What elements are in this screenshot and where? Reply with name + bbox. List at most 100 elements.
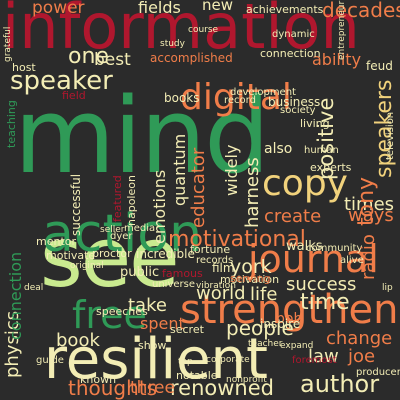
word-alive: alive [340,255,364,266]
word-change: change [326,328,393,349]
word-universe: universe [152,279,195,290]
word-human: human [304,145,339,156]
word-harness: harness [242,157,263,228]
word-radio: radio [358,234,379,280]
word-speaker: speaker [10,66,113,96]
word-new: new [202,0,234,14]
word-development: development [230,87,296,98]
word-ability: ability [312,50,362,69]
word-community: community [306,243,363,254]
word-dynamic: dynamic [272,29,315,40]
word-motivate: motivate [46,249,96,262]
word-successful: successful [69,173,83,236]
word-free: free [72,293,147,337]
word-spent: spent [140,314,185,333]
word-take: take [128,295,167,316]
word-books: books [164,91,200,105]
word-deal: deal [24,283,44,293]
word-teacher: teacher [248,339,283,349]
word-copy: copy [262,163,348,204]
word-also: also [264,141,293,157]
word-fields: fields [138,0,181,17]
word-proctor: proctor [92,247,132,260]
word-film: film [212,261,235,275]
word-walks: walks [286,239,323,254]
word-dyer: dyer [110,231,133,242]
word-widely: widely [222,144,241,196]
word-inspire: inspire [260,317,301,331]
word-three: three [130,378,175,398]
word-living: living [300,117,330,130]
word-strengthen: strengthen [180,287,399,333]
word-one: one [68,44,109,69]
word-teaching: teaching [5,100,18,148]
word-educator: educator [188,147,209,228]
word-entrepreneur: entrepreneur [337,0,347,60]
word-book: book [56,330,100,351]
word-foremost: foremost [292,355,337,366]
word-journal: journal [248,237,379,281]
word-thoughts: thoughts [68,376,158,400]
word-lecture: connection [260,47,321,60]
word-best: best [94,50,131,70]
word-expand: expand [280,341,314,351]
word-motivational: motivational [168,227,306,252]
word-records: records [196,255,234,266]
word-law: law [308,346,339,367]
word-author: author [300,370,380,398]
word-success: success [286,274,357,295]
word-famous: famous [162,267,203,280]
word-lip: lip [382,283,393,293]
word-motivation: motivation [220,273,280,286]
word-grateful: grateful [3,26,13,62]
word-connection: connection [6,251,25,340]
word-notable: notable [176,369,218,382]
word-times: times [344,194,395,215]
word-secret: secret [170,323,204,336]
word-bob: bob [276,311,303,327]
word-resilient: resilient [44,327,268,392]
word-course: course [188,25,219,35]
word-speeches: speeches [96,305,148,318]
word-people: people [226,316,294,340]
word-tony: tony [354,176,379,226]
word-original: original [70,261,104,271]
word-television: television [385,111,396,160]
word-society: society [280,105,316,116]
word-business: business [268,95,321,109]
word-see: see [40,211,180,306]
word-nonprofit: nonprofit [226,375,267,385]
word-renowned: renowned [170,376,274,400]
word-top: top [178,357,193,367]
word-incredible: incredible [136,247,195,261]
word-accomplished: accomplished [150,51,233,65]
word-experts: experts [310,161,352,174]
word-action: action [42,204,203,264]
word-show: show [138,339,167,352]
word-featured: featured [111,175,124,222]
word-study: study [160,39,185,49]
word-world: world [196,283,246,304]
word-host: host [12,61,36,74]
word-emotions: emotions [150,169,169,244]
word-corporate: corporate [206,355,250,365]
word-known: known [80,373,117,386]
word-feud: feud [366,59,393,73]
word-napoleon: napoleon [125,175,138,226]
word-media: media [124,223,156,234]
word-guide: guide [36,355,64,366]
word-producer: producer [356,367,400,378]
word-public: public [120,265,160,280]
word-quantum: quantum [170,133,189,206]
word-life: life [250,284,278,305]
word-create: create [264,206,322,227]
word-field: field [62,89,86,102]
word-vibration: vibration [196,281,236,291]
word-fortune: fortune [190,243,231,256]
word-record: record [224,95,256,106]
word-positive: positive [314,97,338,180]
word-seller: seller [100,225,125,235]
word-joe: joe [348,346,376,367]
word-mentor: mentor [36,235,77,248]
